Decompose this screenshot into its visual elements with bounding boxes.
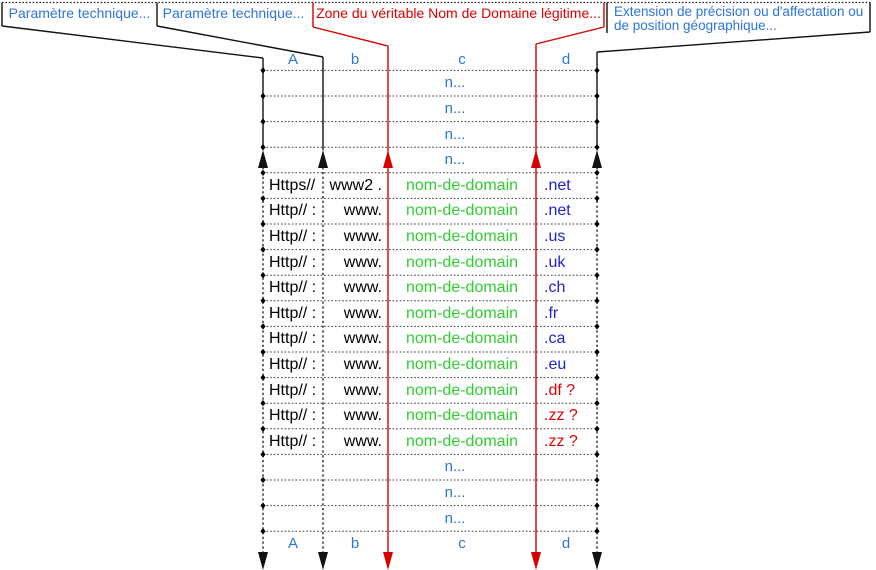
subdomain-cell: www. [343,432,382,450]
scheme-cell: Http// : [269,202,317,220]
scheme-cell: Http// : [269,304,317,322]
column-footer-a: A [287,535,298,552]
scheme-cell: Http// : [269,432,317,450]
callout-side-borders-red [312,2,605,27]
tld-cell: .net [544,176,571,194]
flow-arrowheads [258,150,602,570]
subdomain-cell: www. [343,253,382,271]
subdomain-cell: www. [343,228,382,245]
table-row: Https// www2 . nom-de-domain .net [263,173,597,199]
domain-cell: nom-de-domain [405,279,519,297]
tld-cell: .ch [544,279,566,297]
domain-cell: nom-de-domain [405,330,519,348]
table-row: Http// : www. nom-de-domain .zz ? [263,403,597,429]
domain-cell: nom-de-domain [405,381,519,399]
tld-cell: .ca [544,330,566,348]
callout-param-technique-1: Paramètre technique... [8,5,151,21]
domain-cell: nom-de-domain [405,176,519,194]
subdomain-cell: www. [343,279,382,297]
domain-cell: nom-de-domain [405,432,519,450]
scheme-cell: Http// : [269,407,317,425]
subdomain-cell: www. [343,407,382,425]
placeholder-row: n... [444,484,466,501]
domain-zone-borders-red [387,44,537,552]
tld-cell: .us [544,228,566,245]
table-row: Http// : www. nom-de-domain .zz ? [263,429,597,455]
callout-extension: Extension de précision ou d'affectation … [614,5,866,33]
callout-param-technique-2: Paramètre technique... [162,5,305,21]
table-row: Http// : www. nom-de-domain .ch [263,275,597,301]
scheme-cell: Http// : [269,330,317,348]
callout-domain-zone: Zone du véritable Nom de Domaine légitim… [316,5,601,21]
callout-side-borders-black [1,2,871,33]
tld-cell: .eu [544,356,567,373]
table-row: Http// : www. nom-de-domain .uk [263,250,597,276]
domain-cell: nom-de-domain [405,407,519,425]
flow-arrow [383,150,393,168]
scheme-cell: Http// : [269,356,317,373]
flow-arrow [531,150,541,168]
table-row: Http// : www. nom-de-domain .eu [263,352,597,378]
scheme-cell: Https// [269,176,316,194]
subdomain-cell: www. [343,356,382,373]
column-footer-d: d [561,535,571,552]
subdomain-cell: www. [343,330,382,348]
placeholder-row: n... [444,100,466,117]
flow-arrow [318,552,328,570]
scheme-cell: Http// : [269,228,317,245]
placeholder-row: n... [444,74,466,92]
funnel-diagonals-red [312,26,605,47]
tld-cell: .zz ? [544,407,578,425]
domain-cell: nom-de-domain [405,356,519,373]
flow-arrow [592,150,602,168]
column-header-b: b [350,51,360,68]
flow-arrow [258,150,268,168]
table-row: Http// : www. nom-de-domain .fr [263,301,597,327]
callout-extension-line1: Extension de précision ou d'affectation … [614,4,864,19]
flow-arrow [318,150,328,168]
domain-cell: nom-de-domain [405,253,519,271]
row-separator-lines [263,69,597,532]
column-header-a: A [287,51,298,68]
tld-cell: .zz ? [544,432,578,450]
placeholder-row: n... [444,509,466,527]
flow-arrow [592,552,602,570]
domain-cell: nom-de-domain [405,304,519,322]
subdomain-cell: www. [343,304,382,322]
scheme-cell: Http// : [269,253,317,271]
table-row: Http// : www. nom-de-domain .df ? [263,378,597,404]
subdomain-cell: www2 . [329,176,382,194]
scheme-cell: Http// : [269,381,317,399]
column-footer-c: c [458,535,466,552]
flow-arrow [383,552,393,570]
placeholder-row: n... [444,151,466,169]
placeholder-row: n... [444,125,466,143]
domain-cell: nom-de-domain [405,202,519,220]
scheme-cell: Http// : [269,279,317,297]
column-header-d: d [561,51,571,68]
table-row: Http// : www. nom-de-domain .net [263,198,597,224]
callout-extension-line2: de position géographique... [614,18,777,33]
table-row: Http// : www. nom-de-domain .us [263,224,597,250]
tld-cell: .df ? [544,381,576,399]
tld-cell: .net [544,202,571,220]
column-header-c: c [458,51,466,68]
placeholder-row: n... [444,458,466,476]
flow-arrow [258,552,268,570]
flow-arrow [531,552,541,570]
table-row: Http// : www. nom-de-domain .ca [263,326,597,352]
tld-cell: .uk [544,253,566,271]
column-footer-b: b [350,535,360,552]
tld-cell: .fr [544,304,559,322]
subdomain-cell: www. [343,202,382,220]
domain-cell: nom-de-domain [405,228,519,245]
subdomain-cell: www. [343,381,382,399]
funnel-diagonals-black [1,25,871,59]
